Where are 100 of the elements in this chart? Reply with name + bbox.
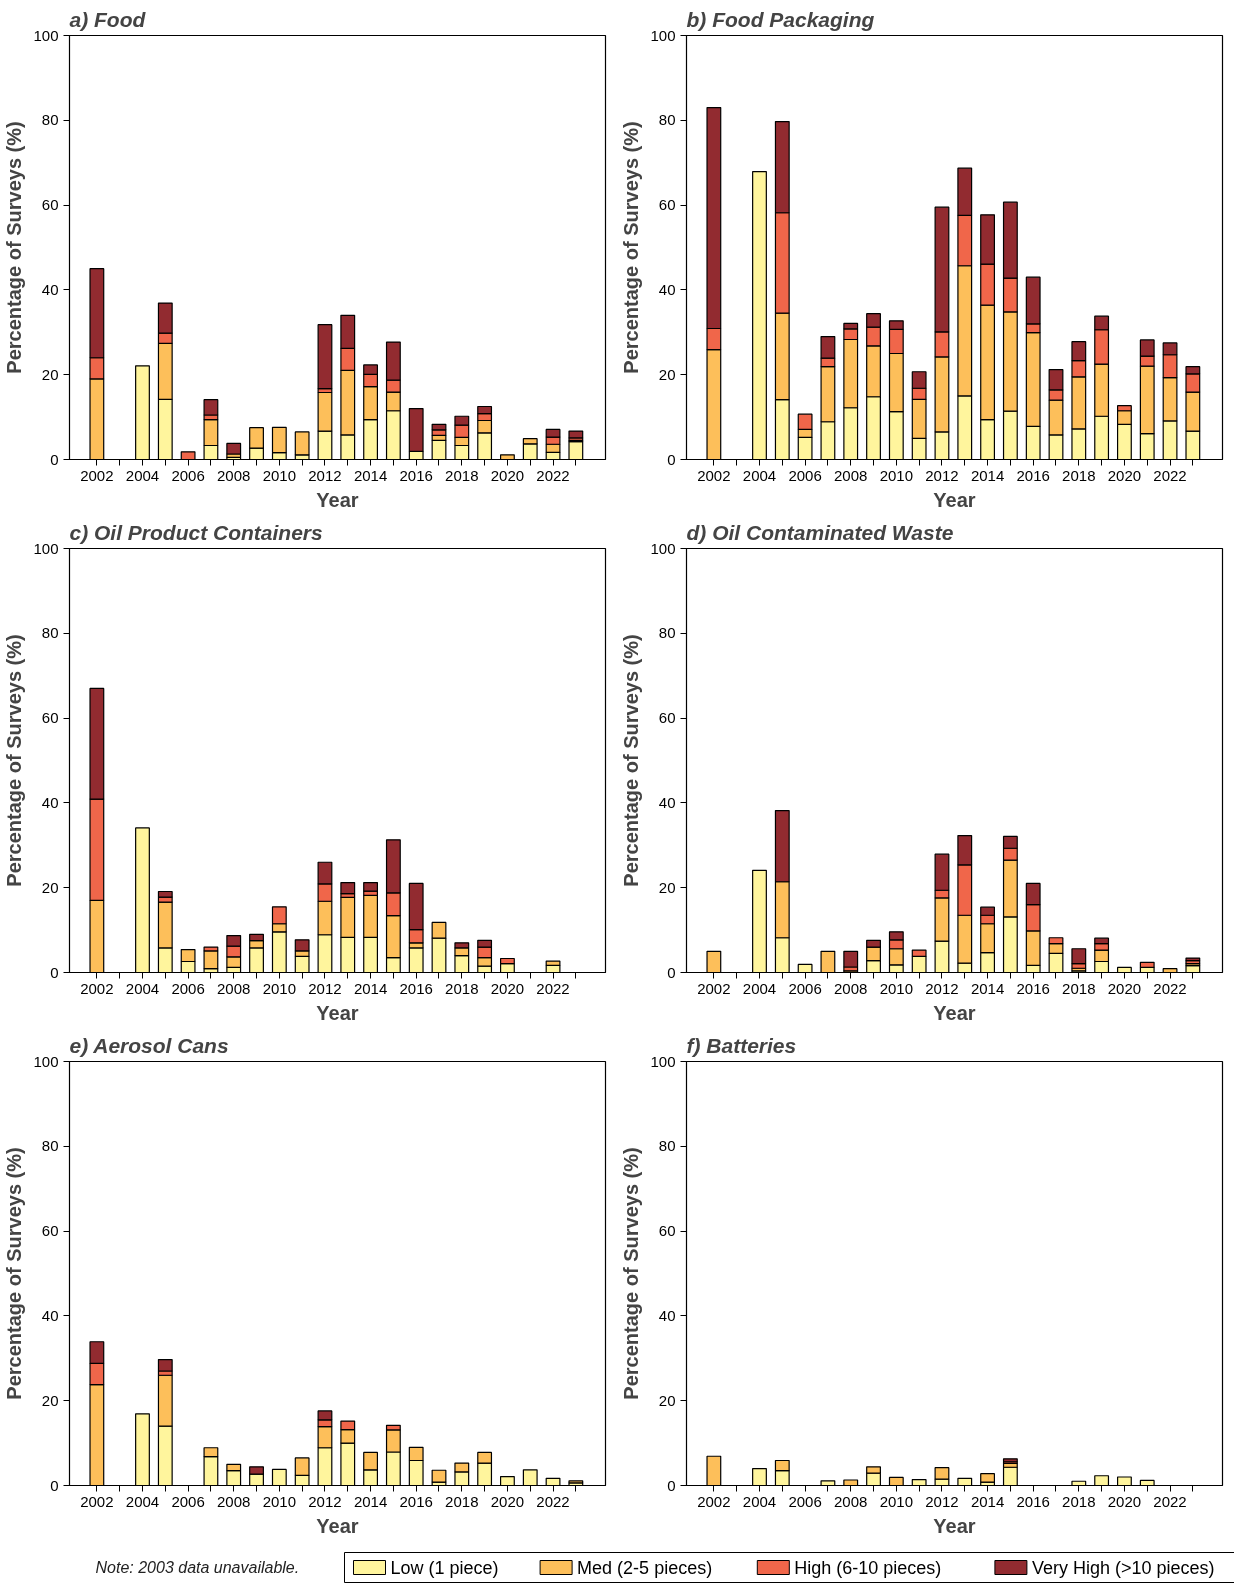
x-tick-label: 2022	[1153, 979, 1187, 997]
x-tick-label: 2008	[217, 979, 251, 997]
chart-title: b) Food Packaging	[686, 7, 875, 31]
x-tick-label: 2004	[125, 466, 160, 484]
chart-title: c) Oil Product Containers	[69, 520, 323, 544]
x-tick-label: 2018	[1062, 1492, 1096, 1510]
x-tick-label: 2014	[353, 979, 388, 997]
y-tick-label: 20	[658, 878, 676, 896]
y-tick-label: 20	[41, 1391, 59, 1409]
y-tick-label: 80	[41, 624, 59, 642]
x-tick-label: 2006	[171, 466, 205, 484]
y-tick-label: 60	[658, 1222, 676, 1240]
x-tick-label: 2010	[262, 979, 297, 997]
y-tick-label: 40	[658, 1306, 676, 1324]
x-tick-label: 2010	[262, 1492, 297, 1510]
legend-label: Very High (>10 pieces)	[1031, 1557, 1215, 1578]
x-tick-label: 2014	[353, 1492, 388, 1510]
y-axis-title: Percentage of Surveys (%)	[620, 634, 643, 887]
y-tick-label: 80	[658, 111, 676, 129]
x-tick-label: 2012	[308, 979, 342, 997]
x-tick-label: 2002	[80, 1492, 114, 1510]
y-tick-label: 20	[41, 365, 59, 383]
x-tick-label: 2020	[490, 979, 525, 997]
x-tick-label: 2008	[834, 466, 868, 484]
x-tick-label: 2022	[1153, 466, 1187, 484]
x-tick-label: 2008	[217, 1492, 251, 1510]
x-tick-label: 2020	[1107, 1492, 1142, 1510]
y-tick-label: 0	[667, 450, 676, 468]
y-tick-label: 40	[41, 1306, 59, 1324]
y-tick-label: 100	[650, 1052, 676, 1070]
x-tick-label: 2016	[1016, 1492, 1050, 1510]
x-tick-label: 2020	[1107, 979, 1142, 997]
y-tick-label: 0	[50, 1476, 59, 1494]
x-tick-label: 2020	[1107, 466, 1142, 484]
y-axis-title: Percentage of Surveys (%)	[620, 121, 643, 374]
x-tick-label: 2008	[217, 466, 251, 484]
x-tick-label: 2010	[879, 466, 914, 484]
x-tick-label: 2004	[125, 979, 160, 997]
legend-label: Low (1 piece)	[390, 1557, 499, 1578]
x-tick-label: 2004	[742, 1492, 777, 1510]
y-tick-label: 0	[667, 1476, 676, 1494]
y-tick-label: 100	[650, 26, 676, 44]
x-tick-label: 2006	[171, 979, 205, 997]
x-tick-label: 2002	[80, 979, 114, 997]
x-tick-label: 2006	[788, 979, 822, 997]
y-tick-label: 100	[33, 26, 59, 44]
x-tick-label: 2012	[925, 466, 959, 484]
x-tick-label: 2006	[788, 466, 822, 484]
x-axis-title: Year	[933, 1514, 976, 1537]
y-tick-label: 100	[33, 539, 59, 557]
x-tick-label: 2012	[308, 1492, 342, 1510]
x-tick-label: 2002	[697, 466, 731, 484]
y-tick-label: 100	[650, 539, 676, 557]
text: Note: 2003 data unavailable.	[95, 1559, 300, 1576]
y-tick-label: 40	[41, 793, 59, 811]
y-tick-label: 60	[658, 196, 676, 214]
y-tick-label: 80	[41, 1137, 59, 1155]
x-tick-label: 2002	[80, 466, 114, 484]
x-tick-label: 2016	[399, 1492, 433, 1510]
y-axis-title: Percentage of Surveys (%)	[3, 121, 26, 374]
x-tick-label: 2014	[970, 466, 1005, 484]
x-tick-label: 2004	[742, 466, 777, 484]
x-tick-label: 2016	[399, 979, 433, 997]
y-tick-label: 0	[667, 963, 676, 981]
x-tick-label: 2010	[262, 466, 297, 484]
legend-label: Med (2-5 pieces)	[577, 1557, 713, 1578]
y-tick-label: 80	[41, 111, 59, 129]
x-tick-label: 2018	[445, 979, 479, 997]
x-tick-label: 2016	[1016, 979, 1050, 997]
x-tick-label: 2002	[697, 1492, 731, 1510]
y-tick-label: 80	[658, 624, 676, 642]
chart-title: f) Batteries	[686, 1033, 797, 1057]
x-tick-label: 2020	[490, 466, 525, 484]
x-axis-title: Year	[316, 1001, 359, 1024]
x-tick-label: 2022	[536, 1492, 570, 1510]
chart-title: e) Aerosol Cans	[69, 1033, 229, 1057]
x-tick-label: 2022	[536, 466, 570, 484]
y-tick-label: 40	[41, 280, 59, 298]
y-tick-label: 0	[50, 450, 59, 468]
chart-title: d) Oil Contaminated Waste	[686, 520, 954, 544]
x-tick-label: 2016	[1016, 466, 1050, 484]
y-tick-label: 100	[33, 1052, 59, 1070]
x-tick-label: 2012	[925, 979, 959, 997]
y-tick-label: 60	[41, 1222, 59, 1240]
x-tick-label: 2006	[171, 1492, 205, 1510]
x-tick-label: 2014	[970, 1492, 1005, 1510]
x-axis-title: Year	[316, 1514, 359, 1537]
x-tick-label: 2012	[308, 466, 342, 484]
x-tick-label: 2018	[1062, 979, 1096, 997]
x-tick-label: 2018	[1062, 466, 1096, 484]
x-tick-label: 2022	[1153, 1492, 1187, 1510]
y-tick-label: 20	[658, 1391, 676, 1409]
y-tick-label: 0	[50, 963, 59, 981]
x-tick-label: 2012	[925, 1492, 959, 1510]
x-axis-title: Year	[933, 1001, 976, 1024]
x-tick-label: 2014	[353, 466, 388, 484]
x-tick-label: 2010	[879, 1492, 914, 1510]
legend-label: High (6-10 pieces)	[794, 1557, 942, 1578]
x-tick-label: 2008	[834, 979, 868, 997]
x-tick-label: 2004	[125, 1492, 160, 1510]
